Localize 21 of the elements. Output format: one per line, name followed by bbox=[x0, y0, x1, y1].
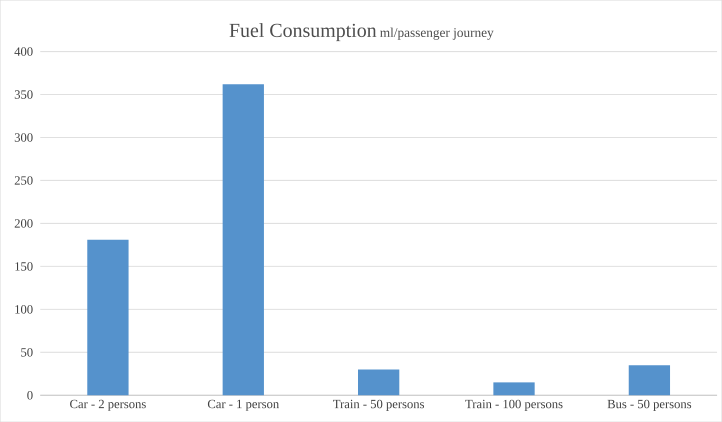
x-tick-label: Car - 1 person bbox=[208, 400, 279, 411]
x-tick-label: Train - 50 persons bbox=[333, 400, 424, 411]
y-tick-label: 250 bbox=[14, 176, 33, 185]
y-tick-label: 100 bbox=[15, 305, 33, 314]
y-tick-label: 400 bbox=[14, 47, 33, 56]
y-tick-label: 0 bbox=[27, 390, 33, 400]
y-tick-label: 300 bbox=[14, 133, 33, 142]
y-tick-label: 150 bbox=[15, 262, 33, 271]
x-tick-label: Train - 100 persons bbox=[465, 400, 563, 411]
chart-title: Fuel Consumption bbox=[230, 22, 376, 42]
bar bbox=[222, 84, 264, 396]
y-tick-label: 200 bbox=[14, 219, 33, 228]
x-tick-label: Car - 2 persons bbox=[70, 400, 146, 411]
bar bbox=[358, 369, 400, 396]
bar bbox=[87, 240, 129, 396]
chart-subtitle: ml/passenger journey bbox=[380, 28, 494, 40]
bar bbox=[628, 365, 670, 396]
y-tick-label: 50 bbox=[21, 348, 33, 356]
bar bbox=[493, 382, 535, 396]
x-tick-label: Bus - 50 persons bbox=[608, 400, 692, 411]
y-tick-label: 350 bbox=[14, 90, 33, 99]
